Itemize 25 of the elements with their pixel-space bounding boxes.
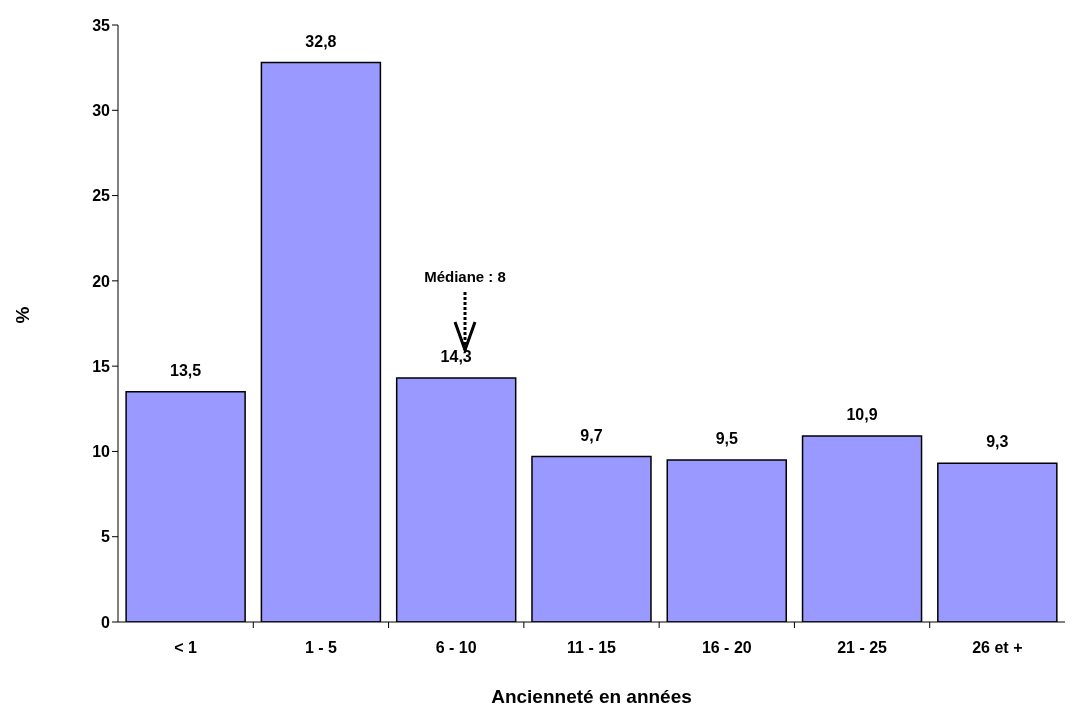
data-label: 32,8 [305,32,337,50]
x-axis-title: Ancienneté en années [491,686,692,707]
data-label: 9,3 [986,433,1009,451]
data-label: 14,3 [440,348,472,366]
x-tick-label: 16 - 20 [701,639,752,657]
y-tick-label: 5 [101,528,111,546]
data-label: 10,9 [846,406,878,424]
x-tick-label: 26 et + [972,639,1023,657]
y-tick-label: 30 [92,101,111,119]
y-tick-label: 25 [92,187,111,205]
y-tick-label: 0 [101,613,111,631]
y-tick-label: 10 [92,443,111,461]
data-label: 13,5 [170,361,202,379]
y-tick-label: 20 [92,272,111,290]
x-tick-label: 1 - 5 [304,639,338,657]
x-tick-label: 11 - 15 [567,639,617,657]
y-tick-label: 35 [92,16,111,34]
x-tick-label: < 1 [174,639,198,657]
x-tick-label: 21 - 25 [837,639,888,657]
x-tick-label: 6 - 10 [435,639,477,657]
annotation: Médiane : 8 [424,268,506,285]
data-label: 9,5 [715,429,738,447]
data-label: 9,7 [580,426,603,444]
y-axis-title: % [11,306,33,324]
y-tick-label: 15 [92,357,111,375]
